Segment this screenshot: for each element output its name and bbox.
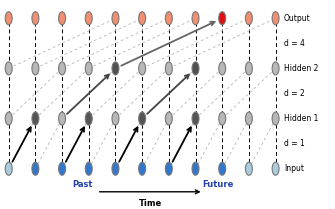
Text: Time: Time [139, 199, 162, 208]
Circle shape [5, 162, 12, 175]
Circle shape [192, 112, 199, 125]
Circle shape [112, 12, 119, 25]
Circle shape [139, 12, 146, 25]
Circle shape [5, 12, 12, 25]
Circle shape [246, 62, 252, 75]
Circle shape [32, 112, 39, 125]
Circle shape [85, 162, 92, 175]
Circle shape [192, 62, 199, 75]
Circle shape [59, 62, 66, 75]
Circle shape [192, 162, 199, 175]
Circle shape [272, 12, 279, 25]
Circle shape [192, 12, 199, 25]
Circle shape [5, 62, 12, 75]
Circle shape [219, 62, 226, 75]
Circle shape [272, 62, 279, 75]
Circle shape [85, 12, 92, 25]
Circle shape [59, 162, 66, 175]
Circle shape [32, 162, 39, 175]
Circle shape [139, 62, 146, 75]
Circle shape [32, 62, 39, 75]
Circle shape [139, 112, 146, 125]
Circle shape [219, 12, 226, 25]
Circle shape [246, 112, 252, 125]
Circle shape [246, 162, 252, 175]
Text: d = 2: d = 2 [284, 89, 305, 98]
Circle shape [112, 62, 119, 75]
Circle shape [272, 112, 279, 125]
Circle shape [32, 12, 39, 25]
Circle shape [112, 162, 119, 175]
Text: Output: Output [284, 14, 311, 23]
Circle shape [165, 162, 172, 175]
Text: Past: Past [72, 180, 92, 189]
Circle shape [246, 12, 252, 25]
Circle shape [85, 112, 92, 125]
Text: Hidden 2: Hidden 2 [284, 64, 318, 73]
Circle shape [59, 12, 66, 25]
Circle shape [139, 162, 146, 175]
Circle shape [59, 112, 66, 125]
Text: d = 1: d = 1 [284, 139, 305, 148]
Text: d = 4: d = 4 [284, 39, 305, 48]
Text: Hidden 1: Hidden 1 [284, 114, 318, 123]
Circle shape [272, 162, 279, 175]
Circle shape [219, 112, 226, 125]
Circle shape [85, 62, 92, 75]
Circle shape [165, 112, 172, 125]
Text: Input: Input [284, 164, 304, 173]
Text: Future: Future [203, 180, 234, 189]
Circle shape [112, 112, 119, 125]
Circle shape [165, 62, 172, 75]
Circle shape [165, 12, 172, 25]
Circle shape [219, 162, 226, 175]
Circle shape [5, 112, 12, 125]
